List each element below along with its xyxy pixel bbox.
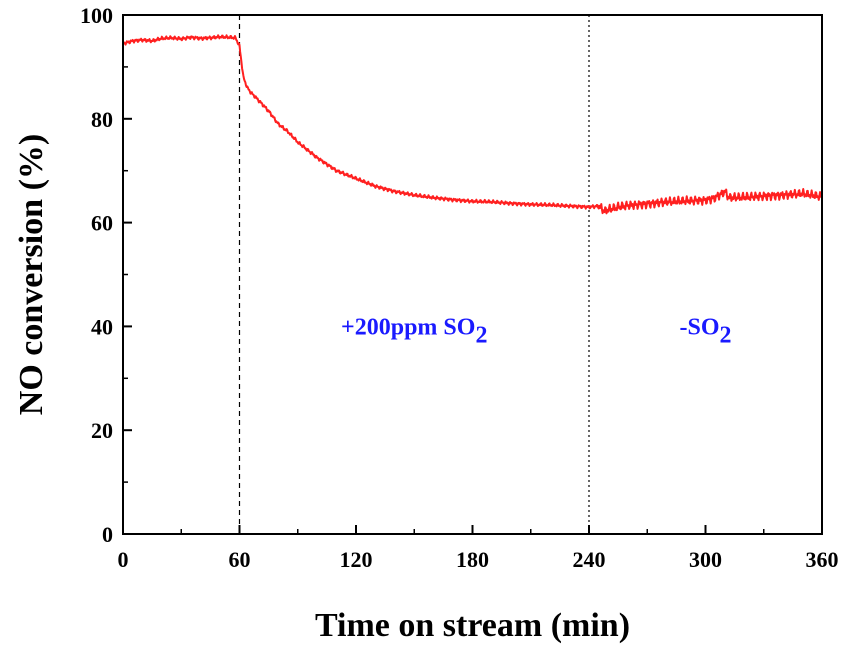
series-line [122,34,823,215]
x-axis-title: Time on stream (min) [315,607,630,644]
x-tick-label: 300 [689,547,722,572]
y-tick-label: 0 [102,522,113,547]
x-tick-label: 120 [340,547,373,572]
x-tick-label: 0 [118,547,129,572]
y-tick-label: 100 [80,3,113,28]
y-tick-label: 60 [91,211,113,236]
reference-lines [238,15,590,534]
x-tick-label: 60 [229,547,251,572]
series-group [122,34,823,215]
annotation: +200ppm SO2 [341,314,487,348]
axes: 0 60 120 180 240 300 360 0 20 40 60 80 100 [80,3,839,572]
y-tick-label: 80 [91,107,113,132]
y-axis-title: NO conversion (%) [13,134,50,415]
y-tick-label: 40 [91,314,113,339]
annotation: -SO2 [679,314,731,348]
x-tick-label: 180 [456,547,489,572]
y-tick-label: 20 [91,418,113,443]
annotations: +200ppm SO2 -SO2 [341,314,731,348]
plot-frame [122,14,823,535]
x-tick-label: 360 [806,547,839,572]
x-tick-label: 240 [573,547,606,572]
